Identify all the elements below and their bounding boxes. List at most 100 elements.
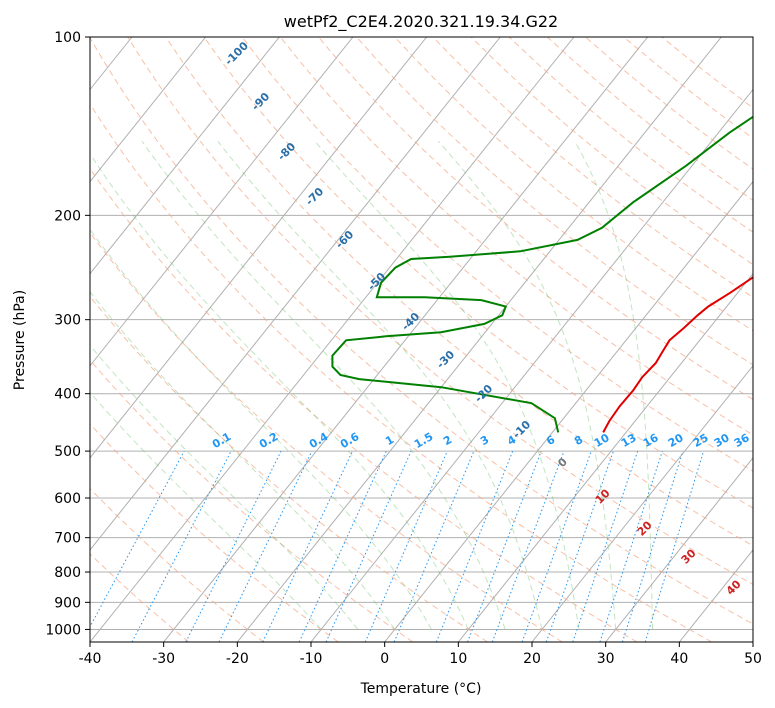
mixing-ratio-line [435, 450, 514, 642]
mixing-ratio-label: 16 [641, 431, 661, 450]
mixing-ratio-label: 6 [544, 433, 557, 448]
moist-adiabat-line [90, 153, 469, 630]
y-tick-label: 1000 [45, 622, 81, 638]
x-tick-label: -30 [152, 651, 175, 667]
isotherm-line [90, 37, 207, 183]
dry-adiabat-label: -90 [249, 90, 272, 113]
isotherm-line [90, 37, 575, 642]
mixing-ratio-label: 0.4 [307, 430, 331, 451]
dry-adiabat-line [90, 487, 264, 642]
mixing-ratio-line [325, 450, 412, 642]
moist-adiabat-label: 10 [593, 486, 613, 506]
mixing-ratio-line [599, 450, 663, 642]
isotherm-line [90, 37, 354, 367]
mixing-ratio-line [621, 450, 684, 642]
dry-adiabat-line [90, 37, 753, 625]
x-tick-label: 20 [523, 651, 541, 667]
isotherm-line [236, 37, 722, 642]
moist-adiabat-line [90, 391, 322, 630]
moist-adiabat-line [90, 344, 359, 630]
moist-adiabat-line [90, 228, 432, 630]
dry-adiabat-line [547, 37, 753, 201]
mixing-ratio-line [364, 450, 448, 642]
isotherm-line [90, 37, 501, 551]
x-tick-label: -20 [226, 651, 249, 667]
background-lines [0, 37, 753, 642]
moist-adiabat-label: 0 [555, 455, 570, 470]
dry-adiabat-label: -40 [399, 310, 422, 333]
mixing-ratio-label: 0.1 [210, 430, 233, 451]
y-tick-label: 800 [54, 565, 81, 581]
mixing-ratio-line [467, 450, 542, 642]
dry-adiabat-line [90, 359, 414, 642]
dry-adiabat-label: -20 [472, 382, 495, 405]
mixing-ratio-label: 0.6 [338, 430, 362, 451]
moist-adiabat-label: 30 [679, 546, 699, 566]
mixing-ratio-label: 30 [712, 431, 732, 450]
dry-adiabat-line [203, 37, 753, 509]
dry-adiabat-line [127, 37, 753, 586]
isotherm-line [0, 37, 58, 642]
mixing-ratio-label: 2 [441, 433, 454, 448]
dry-adiabat-line [356, 37, 753, 366]
y-tick-label: 100 [54, 30, 81, 46]
moist-adiabat-line [141, 141, 506, 630]
dry-adiabat-line [241, 37, 753, 472]
x-tick-label: -10 [300, 651, 323, 667]
y-tick-label: 500 [54, 444, 81, 460]
dry-adiabat-line [432, 37, 753, 298]
axis-ticks: -40 -30 -20 -10 0 10 20 30 40 5010020030040050060… [45, 30, 762, 667]
x-axis-label: Temperature (°C) [360, 681, 482, 697]
isotherm-line [605, 457, 753, 642]
plot-frame [89, 36, 754, 643]
mixing-ratio-line [90, 450, 185, 628]
y-tick-label: 900 [54, 595, 81, 611]
dewpoint-line [331, 115, 753, 433]
dry-adiabat-line [394, 37, 753, 332]
isotherm-line [457, 272, 753, 642]
y-axis-label: Pressure (hPa) [12, 290, 28, 390]
x-tick-label: 30 [597, 651, 615, 667]
mixing-ratio-line [572, 450, 639, 642]
chart-title: wetPf2_C2E4.2020.321.19.34.G22 [284, 12, 558, 32]
mixing-ratio-line [644, 450, 705, 642]
mixing-ratio-label: 25 [691, 431, 711, 450]
dry-adiabat-label: -30 [434, 348, 457, 371]
x-tick-label: 10 [449, 651, 467, 667]
dry-adiabat-line [90, 231, 563, 642]
mixing-ratio-line [521, 450, 592, 642]
y-tick-label: 600 [54, 491, 81, 507]
temperature-line [602, 276, 753, 433]
mixing-ratio-line [262, 450, 353, 642]
dry-adiabat-line [318, 37, 753, 401]
dry-adiabat-line [90, 103, 712, 642]
isotherm-line [90, 37, 428, 459]
mixing-ratio-label: 3 [478, 433, 491, 448]
isotherm-line [163, 37, 649, 642]
mixing-ratio-label: 1.5 [412, 430, 435, 451]
profile-lines [331, 115, 753, 433]
y-tick-label: 700 [54, 531, 81, 547]
moist-adiabat-line [574, 141, 653, 630]
mixing-ratio-line [545, 450, 614, 642]
moist-adiabat-label: 40 [724, 577, 744, 597]
mixing-ratio-line [298, 450, 387, 642]
dry-adiabat-label: -80 [275, 140, 298, 163]
isotherm-line [310, 88, 753, 642]
mixing-ratio-label: 36 [732, 431, 752, 450]
dry-adiabat-line [90, 423, 339, 642]
dry-adiabat-label: -70 [303, 185, 326, 208]
moist-adiabat-line [314, 140, 580, 630]
dry-adiabat-line [90, 295, 488, 642]
dry-adiabat-line [165, 37, 753, 547]
x-tick-label: 50 [744, 651, 762, 667]
y-tick-label: 400 [54, 387, 81, 403]
mixing-ratio-line [393, 450, 475, 642]
y-tick-label: 300 [54, 313, 81, 329]
isotherm-line [90, 37, 280, 275]
mixing-ratio-label: 13 [619, 431, 639, 450]
x-tick-label: 40 [670, 651, 688, 667]
y-tick-label: 200 [54, 208, 81, 224]
dry-adiabat-line [470, 37, 753, 266]
